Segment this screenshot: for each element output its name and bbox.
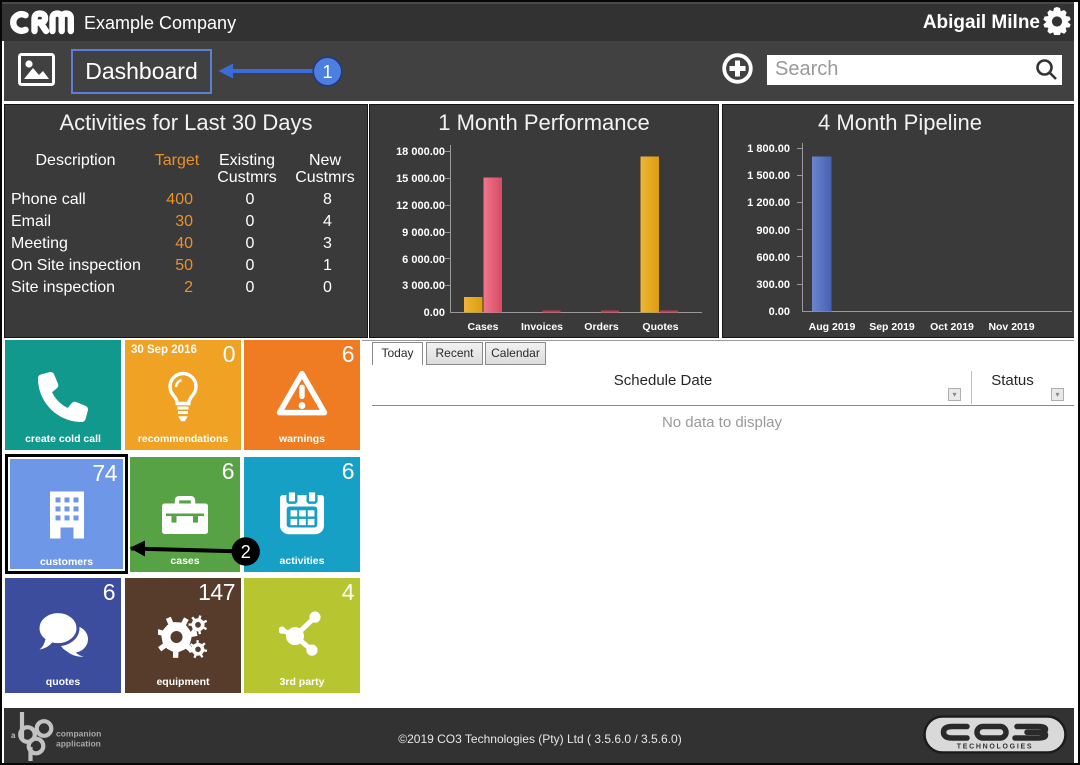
- svg-text:9 000.00: 9 000.00: [402, 227, 445, 239]
- svg-text:15 000.00: 15 000.00: [396, 173, 445, 185]
- svg-text:Aug 2019: Aug 2019: [809, 321, 856, 333]
- svg-text:2: 2: [241, 542, 251, 562]
- svg-text:6 000.00: 6 000.00: [402, 254, 445, 266]
- svg-text:Oct 2019: Oct 2019: [930, 321, 974, 333]
- svg-text:a: a: [11, 731, 16, 740]
- svg-text:1 500.00: 1 500.00: [747, 170, 790, 182]
- svg-text:900.00: 900.00: [756, 225, 790, 237]
- svg-text:1 200.00: 1 200.00: [747, 197, 790, 209]
- svg-text:0.00: 0.00: [769, 306, 790, 318]
- svg-text:12 000.00: 12 000.00: [396, 200, 445, 212]
- svg-text:Sep 2019: Sep 2019: [869, 321, 915, 333]
- svg-text:companion: companion: [56, 729, 101, 739]
- svg-text:600.00: 600.00: [756, 252, 790, 264]
- svg-text:0.00: 0.00: [424, 307, 445, 319]
- svg-text:1: 1: [322, 62, 332, 82]
- svg-text:18 000.00: 18 000.00: [396, 146, 445, 158]
- svg-text:application: application: [56, 739, 101, 749]
- svg-text:Orders: Orders: [584, 321, 619, 333]
- svg-text:1 800.00: 1 800.00: [747, 143, 790, 155]
- svg-text:Cases: Cases: [468, 321, 499, 333]
- svg-text:TECHNOLOGIES: TECHNOLOGIES: [957, 744, 1033, 751]
- svg-text:Invoices: Invoices: [521, 321, 563, 333]
- svg-text:300.00: 300.00: [756, 279, 790, 291]
- svg-text:Quotes: Quotes: [642, 321, 678, 333]
- svg-text:Nov 2019: Nov 2019: [988, 321, 1034, 333]
- svg-text:3 000.00: 3 000.00: [402, 280, 445, 292]
